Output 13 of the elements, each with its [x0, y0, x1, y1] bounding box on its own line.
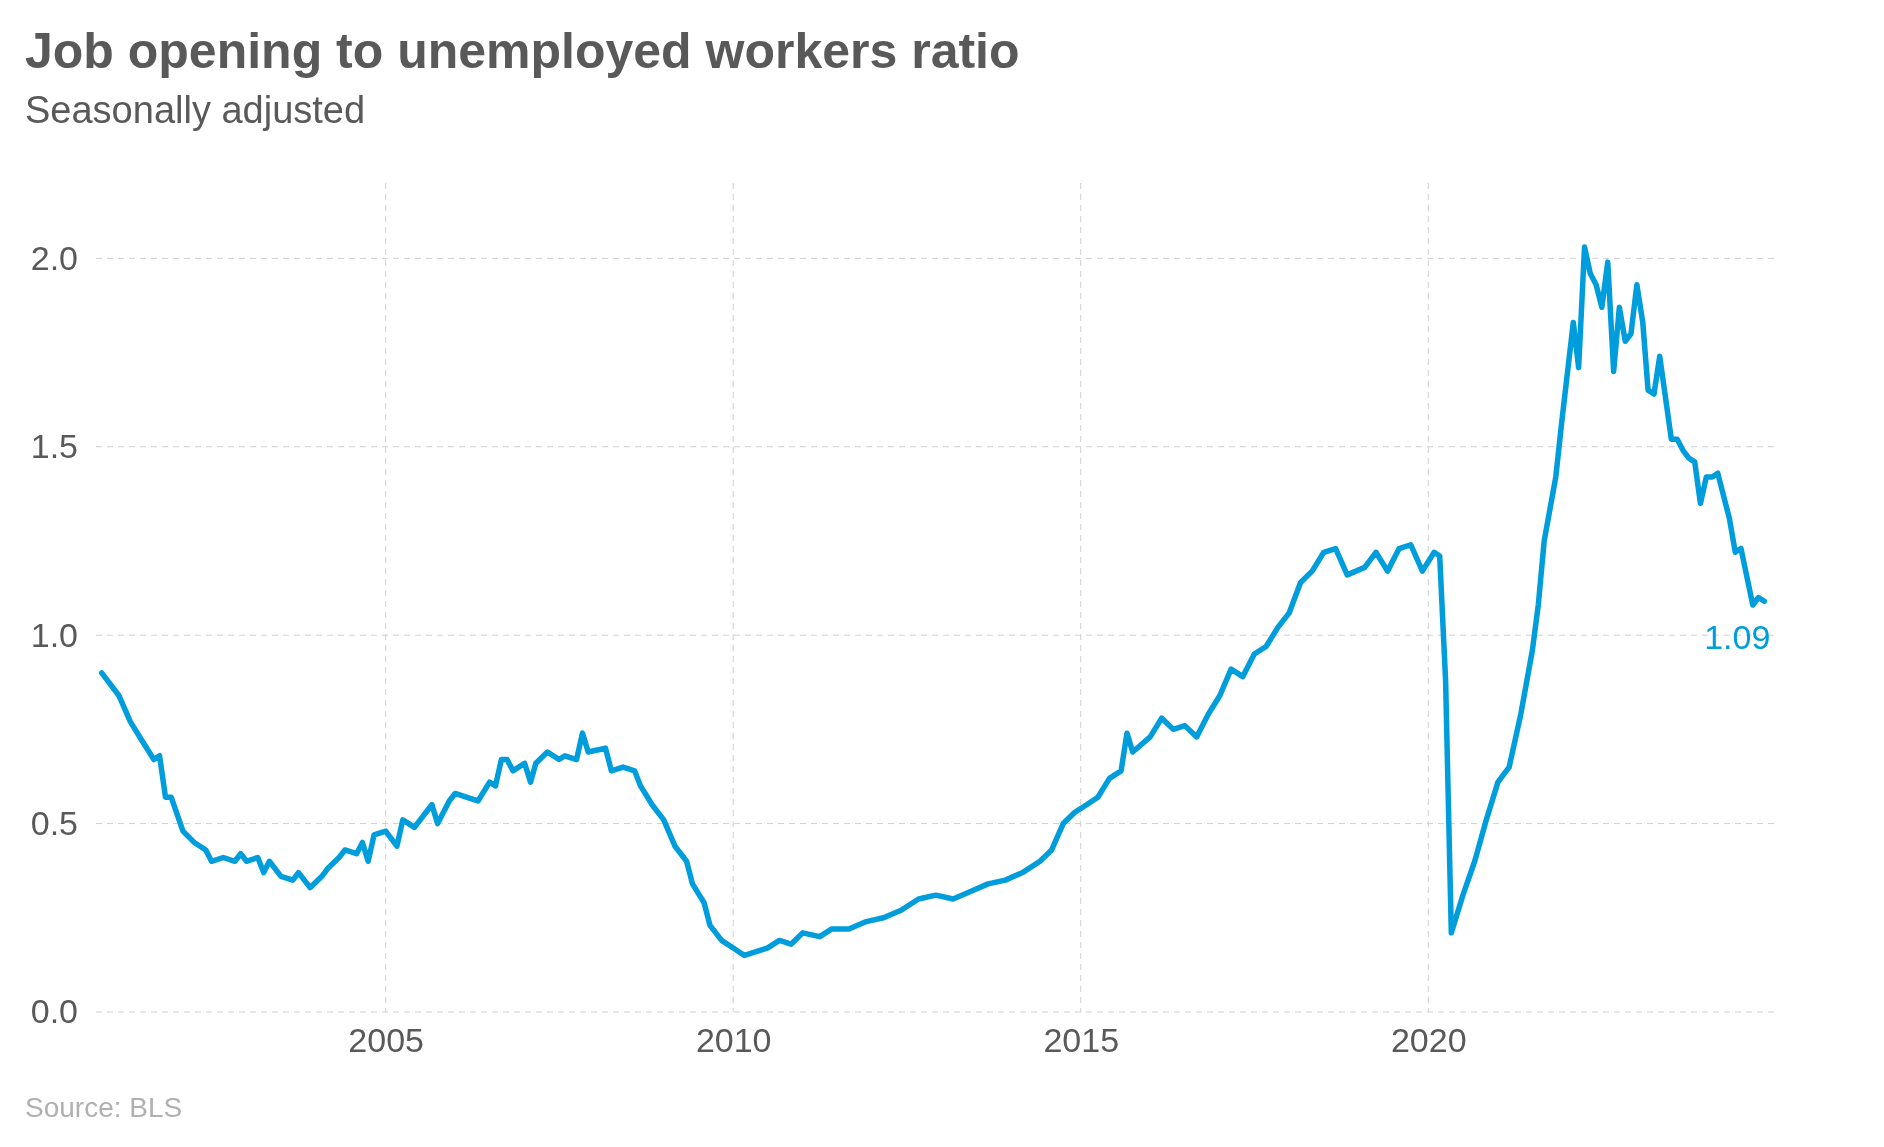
y-tick-label: 0.5 [30, 803, 78, 842]
y-tick-label: 0.0 [30, 992, 78, 1031]
x-tick-label: 2015 [1043, 1021, 1120, 1060]
y-tick-label: 1.0 [30, 615, 78, 654]
chart-subtitle: Seasonally adjusted [25, 89, 366, 131]
y-tick-label: 2.0 [30, 238, 78, 277]
source-note: Source: BLS [25, 1092, 183, 1123]
x-tick-label: 2020 [1390, 1021, 1467, 1060]
annotation: 1.09 [1704, 618, 1771, 657]
x-tick-label: 2010 [695, 1021, 772, 1060]
x-tick-label: 2005 [348, 1021, 424, 1060]
y-tick-label: 1.5 [30, 427, 78, 466]
chart-title: Job opening to unemployed workers ratio [25, 23, 1020, 79]
